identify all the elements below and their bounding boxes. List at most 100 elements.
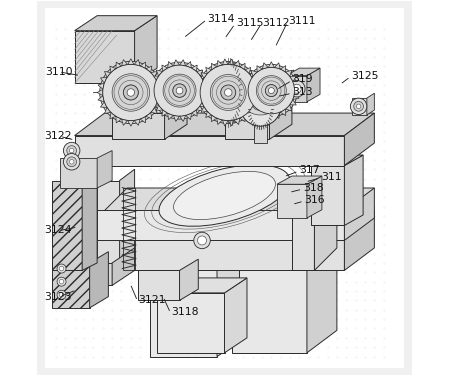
Polygon shape (150, 82, 156, 88)
Polygon shape (52, 263, 90, 308)
Polygon shape (127, 72, 142, 106)
Polygon shape (280, 66, 286, 72)
Polygon shape (75, 136, 344, 165)
Polygon shape (228, 120, 234, 126)
Polygon shape (245, 111, 251, 118)
Polygon shape (274, 63, 280, 69)
Polygon shape (293, 94, 299, 100)
Polygon shape (243, 82, 250, 88)
Polygon shape (185, 113, 191, 120)
Polygon shape (217, 118, 222, 124)
Polygon shape (63, 169, 90, 282)
Polygon shape (206, 111, 212, 118)
Polygon shape (82, 173, 97, 270)
Circle shape (123, 85, 138, 100)
Polygon shape (52, 180, 82, 270)
Polygon shape (290, 100, 296, 105)
Polygon shape (277, 176, 322, 184)
Bar (123, 188, 135, 270)
Polygon shape (234, 61, 240, 67)
Polygon shape (122, 119, 128, 125)
Polygon shape (311, 165, 344, 226)
Polygon shape (97, 211, 344, 240)
Polygon shape (146, 112, 152, 119)
Polygon shape (116, 116, 122, 123)
Polygon shape (90, 158, 105, 282)
Circle shape (154, 65, 205, 116)
Polygon shape (201, 106, 207, 112)
Polygon shape (119, 169, 135, 274)
Polygon shape (195, 96, 202, 101)
Polygon shape (197, 105, 203, 111)
Ellipse shape (246, 96, 275, 115)
Polygon shape (101, 77, 107, 83)
Polygon shape (251, 70, 257, 76)
Polygon shape (168, 113, 173, 120)
Polygon shape (154, 77, 161, 83)
Circle shape (163, 74, 196, 107)
Text: 318: 318 (303, 183, 324, 193)
Polygon shape (157, 83, 164, 89)
Polygon shape (206, 67, 212, 74)
Circle shape (63, 142, 80, 159)
Polygon shape (112, 113, 165, 139)
Polygon shape (180, 60, 185, 66)
Polygon shape (258, 77, 279, 104)
Polygon shape (105, 108, 111, 114)
Polygon shape (140, 116, 146, 123)
Polygon shape (255, 96, 261, 101)
Polygon shape (277, 184, 307, 218)
Polygon shape (234, 118, 240, 124)
Polygon shape (307, 240, 337, 353)
Ellipse shape (174, 171, 275, 220)
Circle shape (240, 85, 281, 126)
Polygon shape (367, 93, 374, 115)
Polygon shape (134, 119, 140, 125)
Polygon shape (191, 65, 197, 71)
Polygon shape (256, 89, 262, 96)
Polygon shape (224, 113, 269, 139)
Polygon shape (194, 89, 200, 96)
Circle shape (59, 266, 64, 271)
Polygon shape (249, 106, 255, 112)
Circle shape (194, 232, 210, 249)
Polygon shape (236, 72, 251, 106)
Text: 3122: 3122 (44, 130, 71, 141)
Polygon shape (279, 70, 294, 104)
Circle shape (57, 264, 66, 273)
Text: 317: 317 (299, 165, 320, 175)
Text: 3114: 3114 (207, 14, 235, 24)
Polygon shape (307, 176, 322, 218)
Polygon shape (75, 263, 112, 285)
Polygon shape (98, 96, 104, 102)
Polygon shape (247, 76, 253, 82)
Polygon shape (98, 83, 104, 89)
Polygon shape (146, 66, 152, 73)
Polygon shape (97, 89, 103, 96)
Circle shape (59, 293, 64, 297)
Text: 319: 319 (293, 74, 313, 84)
Polygon shape (311, 155, 363, 165)
Polygon shape (286, 70, 292, 76)
Polygon shape (344, 155, 363, 226)
Circle shape (198, 236, 207, 245)
Circle shape (127, 89, 135, 96)
Polygon shape (157, 96, 164, 102)
Polygon shape (213, 79, 236, 106)
Polygon shape (151, 108, 157, 114)
Polygon shape (201, 76, 207, 82)
Polygon shape (110, 66, 116, 73)
Polygon shape (352, 98, 367, 115)
Polygon shape (138, 270, 180, 300)
Polygon shape (232, 240, 337, 263)
Polygon shape (292, 203, 314, 270)
Polygon shape (269, 114, 274, 120)
Polygon shape (201, 73, 207, 79)
Polygon shape (75, 16, 157, 31)
Polygon shape (269, 62, 274, 68)
Circle shape (197, 61, 260, 124)
Circle shape (57, 290, 66, 299)
Circle shape (210, 74, 246, 111)
Bar (254, 106, 267, 143)
Polygon shape (307, 68, 320, 102)
